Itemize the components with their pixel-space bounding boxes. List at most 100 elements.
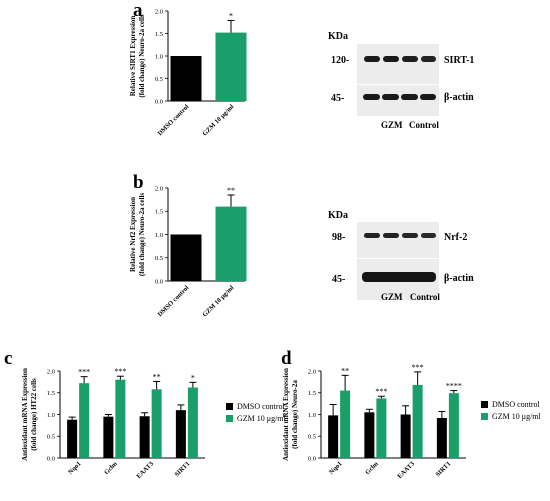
y-axis-title: Relative Nrf2 Expression(fold change) Ne… [129, 193, 146, 277]
gzm-bar [412, 384, 423, 458]
blot-kda-marker: 45- [331, 93, 344, 104]
significance-label: *** [78, 368, 90, 377]
y-axis-title-line: (fold change) Neuro-2a cells [138, 193, 146, 277]
y-tick-label: 0.5 [155, 76, 163, 83]
gzm-bar [340, 390, 351, 458]
y-tick-label: 0.0 [308, 455, 316, 462]
y-tick-label: 2.0 [308, 368, 316, 375]
x-category-label: Nqo1 [328, 460, 343, 475]
y-axis-title-line: Antioxidant mRNA Expression [282, 368, 290, 461]
blot-lane-label: GZM [381, 120, 403, 130]
x-category-label: EAAT3 [135, 460, 155, 480]
y-tick-label: 0.5 [47, 434, 55, 441]
dmso-bar [170, 234, 202, 281]
y-tick-label: 1.0 [308, 412, 316, 419]
y-tick-label: 1.0 [47, 412, 55, 419]
y-axis-title-line: (fold change) Neuro-2a cells [138, 14, 146, 98]
gzm-bar [215, 206, 247, 281]
x-category-label: Gclm [103, 460, 119, 476]
blot-band [364, 233, 380, 238]
blot-kda-header: KDa [328, 210, 348, 221]
y-axis-title-line: (fold change) HT22 cells [30, 378, 38, 451]
x-category-label: Gclm [364, 460, 380, 476]
legend-swatch [226, 415, 233, 422]
western-blot-nrf2: KDa 98- 45- Nrf-2 β-actin GZM Control [328, 210, 474, 302]
blot-band [402, 56, 418, 62]
gzm-bar [115, 379, 126, 458]
significance-label: ** [341, 366, 349, 375]
significance-label: ** [153, 372, 161, 381]
significance-label: ** [227, 186, 235, 195]
chart-neuro2a-grouped-bar: 0.0 0.5 1.0 1.5 2.0 Antioxidant mRNA Expressi… [282, 363, 542, 480]
blot-band [382, 94, 399, 100]
dmso-bar [400, 414, 411, 458]
y-tick-label: 0.0 [155, 278, 163, 285]
y-tick-label: 1.5 [47, 390, 55, 397]
blot-band [363, 94, 380, 100]
significance-label: * [229, 11, 233, 20]
significance-label: * [191, 373, 195, 382]
gzm-bar [79, 383, 90, 458]
y-axis-title: Relative SIRT1 Expression(fold change) N… [129, 14, 146, 98]
panel-letter-b: b [133, 172, 144, 193]
x-category-label: SIRT1 [434, 460, 452, 478]
blot-band [402, 233, 418, 238]
y-tick-label: 2.0 [155, 185, 163, 192]
y-tick-label: 2.0 [155, 8, 163, 15]
dmso-bar [139, 416, 150, 458]
x-category-label: EAAT3 [396, 460, 416, 480]
gzm-bar [151, 389, 162, 458]
blot-protein-label: β-actin [444, 273, 474, 284]
blot-band [421, 56, 436, 62]
y-axis-title: Antioxidant mRNA Expression(fold change)… [282, 368, 299, 461]
y-tick-label: 0.5 [155, 255, 163, 262]
dmso-bar [103, 416, 114, 458]
dmso-bar [67, 419, 78, 458]
blot-band [420, 94, 436, 100]
gzm-bar [376, 398, 387, 458]
blot-band [383, 56, 399, 62]
x-category-label: Nqo1 [67, 460, 82, 475]
gzm-bar [187, 387, 198, 458]
blot-protein-label: SIRT-1 [444, 55, 474, 66]
significance-label: *** [375, 387, 387, 396]
y-tick-label: 1.0 [155, 232, 163, 239]
blot-band [421, 233, 436, 238]
blot-lane-label: GZM [381, 292, 403, 302]
x-category-label: SIRT1 [173, 460, 191, 478]
panel-letter-c: c [4, 348, 12, 369]
gzm-bar [215, 32, 247, 101]
blot-band [362, 272, 436, 282]
blot-band [364, 56, 380, 62]
x-category-label: GZM 10 μg/ml [201, 103, 235, 137]
x-category-label: DMSO control [157, 103, 191, 137]
gzm-bar [448, 393, 459, 458]
legend-swatch [481, 401, 488, 408]
blot-lane-label: Control [410, 292, 440, 302]
blot-kda-marker: 120- [331, 55, 349, 66]
legend-swatch [226, 403, 233, 410]
y-axis-title-line: (fold change) Neuro-2a [291, 380, 299, 449]
blot-lane-label: Control [409, 120, 439, 130]
legend-label: DMSO control [492, 400, 541, 409]
blot-kda-marker: 98- [332, 232, 345, 243]
y-tick-label: 1.5 [155, 209, 163, 216]
blot-divider [357, 258, 439, 259]
blot-membrane [357, 44, 439, 116]
western-blot-sirt1: KDa 120- 45- SIRT-1 β-actin GZM Control [328, 31, 474, 130]
blot-divider [357, 84, 439, 85]
dmso-bar [175, 410, 186, 458]
chart-nrf2-bar: 0.0 0.5 1.0 1.5 2.0 Relative Nrf2 Expression(… [129, 185, 247, 319]
blot-protein-label: β-actin [444, 92, 474, 103]
y-tick-label: 1.5 [308, 390, 316, 397]
blot-protein-label: Nrf-2 [444, 232, 467, 243]
y-tick-label: 2.0 [47, 368, 55, 375]
y-axis-title-line: Relative Nrf2 Expression [129, 197, 137, 272]
y-tick-label: 0.5 [308, 434, 316, 441]
significance-label: *** [412, 363, 424, 372]
x-category-label: DMSO control [157, 284, 191, 318]
y-axis-title-line: Relative SIRT1 Expression [129, 16, 137, 97]
y-axis-title: Antioxidant mRNA Expression(fold change)… [21, 368, 38, 461]
chart-sirt1-bar: 0.0 0.5 1.0 1.5 2.0 Relative SIRT1 Expression… [129, 8, 247, 138]
